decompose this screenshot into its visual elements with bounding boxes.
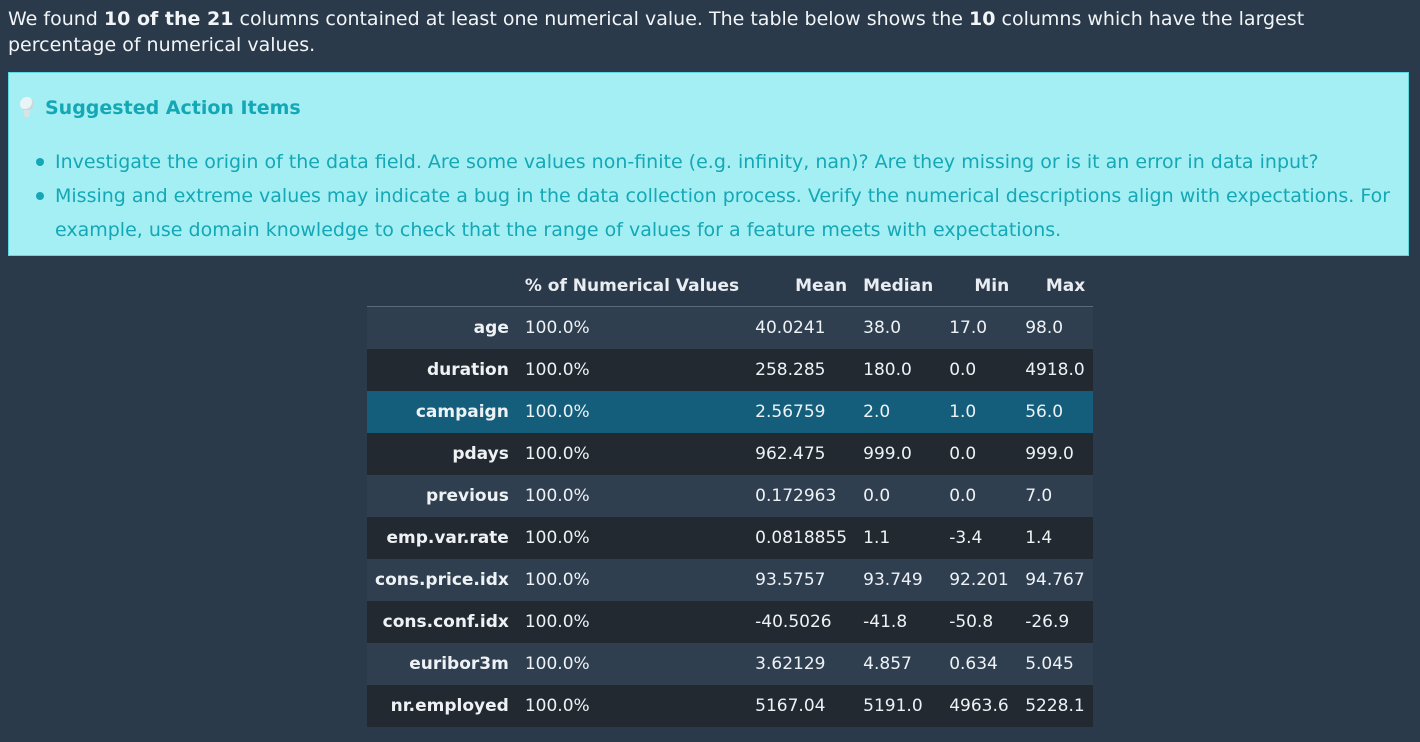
cell-pct: 100.0%: [516, 643, 748, 685]
cell-mean: 5167.04: [747, 685, 856, 727]
table-row[interactable]: previous 100.0% 0.172963 0.0 0.0 7.0: [367, 475, 1094, 517]
cell-mean: 0.0818855: [747, 517, 856, 559]
summary-text-part: We found: [8, 8, 104, 30]
column-header-max: Max: [1017, 266, 1094, 307]
cell-median: 180.0: [855, 349, 942, 391]
cell-pct: 100.0%: [516, 306, 748, 349]
table-row[interactable]: age 100.0% 40.0241 38.0 17.0 98.0: [367, 306, 1094, 349]
action-items-list: Investigate the origin of the data field…: [21, 145, 1420, 247]
column-header-mean: Mean: [747, 266, 856, 307]
cell-mean: -40.5026: [747, 601, 856, 643]
bullet-icon: [36, 192, 44, 200]
table-header-row: % of Numerical Values Mean Median Min Ma…: [367, 266, 1094, 307]
cell-max: 7.0: [1017, 475, 1094, 517]
cell-pct: 100.0%: [516, 685, 748, 727]
cell-pct: 100.0%: [516, 433, 748, 475]
callout-header: Suggested Action Items: [19, 95, 301, 121]
summary-text-part: columns contained at least one numerical…: [233, 8, 970, 30]
action-item: Investigate the origin of the data field…: [36, 145, 1420, 179]
table-row[interactable]: pdays 100.0% 962.475 999.0 0.0 999.0: [367, 433, 1094, 475]
cell-median: 0.0: [855, 475, 942, 517]
cell-min: -50.8: [941, 601, 1018, 643]
cell-median: 38.0: [855, 306, 942, 349]
cell-mean: 40.0241: [747, 306, 856, 349]
row-label: cons.price.idx: [367, 559, 517, 601]
table-row[interactable]: emp.var.rate 100.0% 0.0818855 1.1 -3.4 1…: [367, 517, 1094, 559]
cell-max: 5228.1: [1017, 685, 1094, 727]
column-header-min: Min: [941, 266, 1018, 307]
cell-min: 0.0: [941, 433, 1018, 475]
cell-max: 56.0: [1017, 391, 1094, 433]
cell-min: 0.0: [941, 475, 1018, 517]
column-header-pct: % of Numerical Values: [516, 266, 748, 307]
row-label: emp.var.rate: [367, 517, 517, 559]
table-row[interactable]: nr.employed 100.0% 5167.04 5191.0 4963.6…: [367, 685, 1094, 727]
table-row[interactable]: cons.conf.idx 100.0% -40.5026 -41.8 -50.…: [367, 601, 1094, 643]
cell-max: 5.045: [1017, 643, 1094, 685]
column-header-median: Median: [855, 266, 942, 307]
row-label: campaign: [367, 391, 517, 433]
table-row[interactable]: duration 100.0% 258.285 180.0 0.0 4918.0: [367, 349, 1094, 391]
cell-min: 92.201: [941, 559, 1018, 601]
cell-pct: 100.0%: [516, 349, 748, 391]
cell-max: 1.4: [1017, 517, 1094, 559]
cell-median: 1.1: [855, 517, 942, 559]
action-item-text: Missing and extreme values may indicate …: [55, 185, 1391, 241]
cell-pct: 100.0%: [516, 559, 748, 601]
table-row[interactable]: euribor3m 100.0% 3.62129 4.857 0.634 5.0…: [367, 643, 1094, 685]
summary-shown-count: 10: [969, 8, 996, 30]
cell-pct: 100.0%: [516, 391, 748, 433]
summary-text: We found 10 of the 21 columns contained …: [8, 6, 1412, 58]
cell-pct: 100.0%: [516, 601, 748, 643]
cell-pct: 100.0%: [516, 517, 748, 559]
summary-found-count: 10 of the 21: [103, 8, 234, 30]
bullet-icon: [36, 158, 44, 166]
table-row-highlighted[interactable]: campaign 100.0% 2.56759 2.0 1.0 56.0: [367, 391, 1094, 433]
cell-mean: 2.56759: [747, 391, 856, 433]
row-label: cons.conf.idx: [367, 601, 517, 643]
cell-median: 2.0: [855, 391, 942, 433]
cell-min: 1.0: [941, 391, 1018, 433]
cell-median: 5191.0: [855, 685, 942, 727]
cell-max: 98.0: [1017, 306, 1094, 349]
suggested-actions-callout: Suggested Action Items Investigate the o…: [8, 72, 1409, 256]
cell-max: 4918.0: [1017, 349, 1094, 391]
summary-text-part: columns which have the largest percentag…: [8, 8, 1305, 56]
cell-mean: 962.475: [747, 433, 856, 475]
cell-median: 93.749: [855, 559, 942, 601]
cell-mean: 258.285: [747, 349, 856, 391]
action-item-text: Investigate the origin of the data field…: [55, 151, 1319, 173]
action-item: Missing and extreme values may indicate …: [36, 179, 1420, 247]
row-label: pdays: [367, 433, 517, 475]
cell-median: 999.0: [855, 433, 942, 475]
cell-min: -3.4: [941, 517, 1018, 559]
cell-median: -41.8: [855, 601, 942, 643]
row-label: previous: [367, 475, 517, 517]
callout-title: Suggested Action Items: [45, 97, 301, 119]
lightbulb-icon: [19, 95, 35, 121]
row-label: nr.employed: [367, 685, 517, 727]
cell-min: 0.0: [941, 349, 1018, 391]
cell-mean: 93.5757: [747, 559, 856, 601]
cell-max: -26.9: [1017, 601, 1094, 643]
cell-max: 94.767: [1017, 559, 1094, 601]
row-label: duration: [367, 349, 517, 391]
cell-mean: 3.62129: [747, 643, 856, 685]
cell-min: 0.634: [941, 643, 1018, 685]
cell-median: 4.857: [855, 643, 942, 685]
table-row[interactable]: cons.price.idx 100.0% 93.5757 93.749 92.…: [367, 559, 1094, 601]
cell-mean: 0.172963: [747, 475, 856, 517]
cell-min: 4963.6: [941, 685, 1018, 727]
cell-pct: 100.0%: [516, 475, 748, 517]
column-header-index: [367, 266, 517, 307]
cell-max: 999.0: [1017, 433, 1094, 475]
cell-min: 17.0: [941, 306, 1018, 349]
row-label: age: [367, 306, 517, 349]
numerical-stats-table: % of Numerical Values Mean Median Min Ma…: [367, 266, 1094, 727]
row-label: euribor3m: [367, 643, 517, 685]
